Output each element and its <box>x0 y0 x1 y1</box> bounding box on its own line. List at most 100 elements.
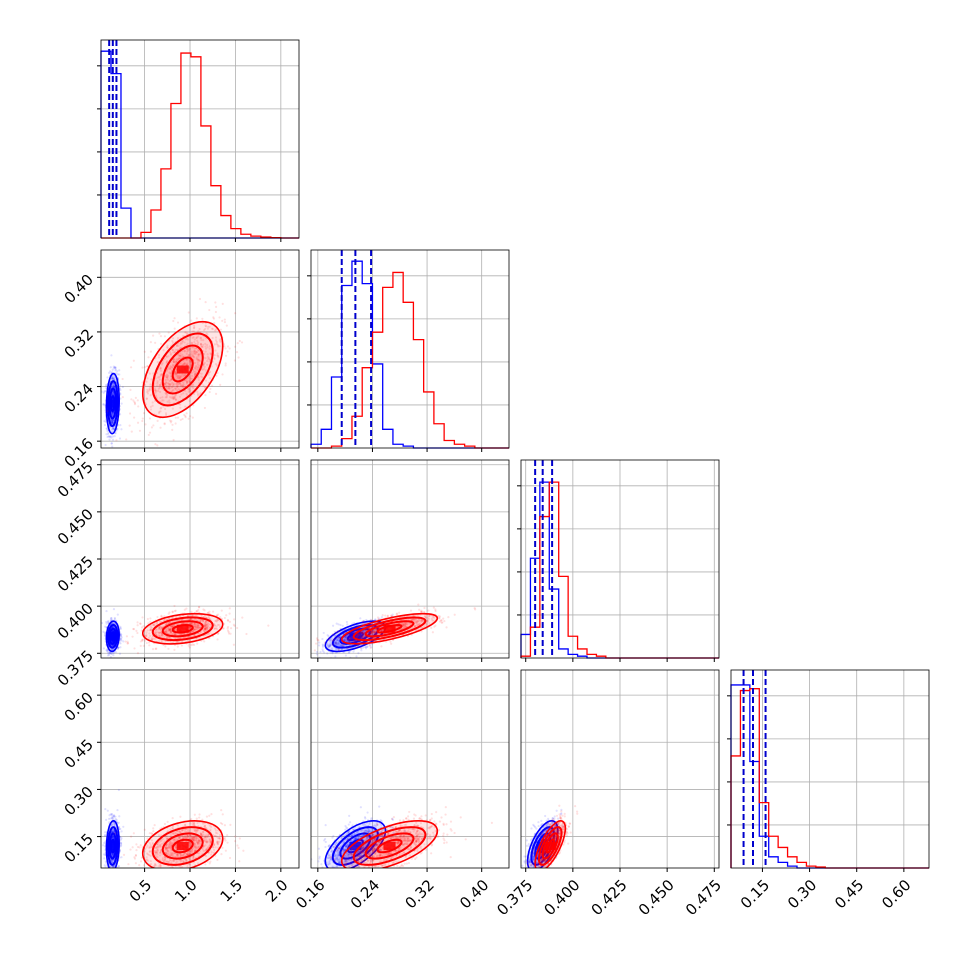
sample-point <box>225 364 227 366</box>
sample-point <box>113 608 115 610</box>
sample-point <box>233 644 235 646</box>
sample-point <box>188 645 190 647</box>
sample-point <box>189 415 191 417</box>
sample-point <box>144 366 146 368</box>
sample-point <box>137 652 139 654</box>
sample-point <box>160 343 162 345</box>
sample-point <box>177 646 179 648</box>
sample-point <box>156 616 158 618</box>
sample-point <box>215 306 217 308</box>
sample-point <box>335 642 337 644</box>
sample-point <box>130 398 132 400</box>
sample-point <box>167 648 169 650</box>
sample-point <box>170 420 172 422</box>
sample-point <box>122 378 124 380</box>
sample-point <box>173 605 175 607</box>
density-peak <box>107 400 119 408</box>
sample-point <box>345 654 347 656</box>
panel-content <box>101 298 243 466</box>
sample-point <box>229 621 231 623</box>
sample-point <box>151 426 153 428</box>
sample-point <box>105 384 107 386</box>
sample-point <box>137 405 139 407</box>
sample-point <box>337 630 339 632</box>
sample-point <box>171 424 173 426</box>
sample-point <box>120 428 122 430</box>
sample-point <box>105 610 107 612</box>
sample-point <box>127 642 129 644</box>
sample-point <box>119 437 121 439</box>
sample-point <box>237 356 239 358</box>
sample-point <box>332 625 334 627</box>
sample-point <box>229 613 231 615</box>
sample-point <box>267 625 269 627</box>
sample-point <box>237 342 239 344</box>
sample-point <box>168 331 170 333</box>
sample-point <box>120 627 122 629</box>
sample-point <box>142 417 144 419</box>
sample-point <box>110 354 112 356</box>
sample-point <box>224 617 226 619</box>
sample-point <box>114 367 116 369</box>
sample-point <box>221 373 223 375</box>
sample-point <box>149 432 151 434</box>
sample-point <box>417 604 419 606</box>
sample-point <box>144 423 146 425</box>
sample-point <box>110 442 112 444</box>
sample-point <box>164 645 166 647</box>
sample-point <box>319 651 321 653</box>
sample-point <box>177 321 179 323</box>
sample-point <box>218 316 220 318</box>
sample-point <box>141 420 143 422</box>
panel-2-1 <box>311 460 509 662</box>
sample-point <box>108 659 110 661</box>
sample-point <box>355 655 357 657</box>
sample-point <box>245 633 247 635</box>
sample-point <box>346 621 348 623</box>
sample-point <box>146 642 148 644</box>
sample-point <box>226 325 228 327</box>
sample-point <box>131 431 133 433</box>
sample-point <box>134 403 136 405</box>
sample-point <box>129 425 131 427</box>
sample-point <box>141 616 143 618</box>
sample-point <box>229 633 231 635</box>
sample-point <box>209 388 211 390</box>
sample-point <box>106 376 108 378</box>
sample-point <box>152 334 154 336</box>
sample-point <box>158 332 160 334</box>
sample-point <box>316 653 318 655</box>
sample-point <box>323 632 325 634</box>
sample-point <box>119 646 121 648</box>
sample-point <box>117 373 119 375</box>
sample-point <box>118 369 120 371</box>
sample-point <box>226 350 228 352</box>
sample-point <box>173 439 175 441</box>
sample-point <box>102 403 104 405</box>
sample-point <box>207 612 209 614</box>
sample-point <box>142 625 144 627</box>
sample-point <box>219 384 221 386</box>
sample-point <box>122 640 124 642</box>
sample-point <box>133 647 135 649</box>
sample-point <box>228 631 230 633</box>
sample-point <box>221 610 223 612</box>
sample-point <box>156 444 158 446</box>
sample-point <box>150 341 152 343</box>
sample-point <box>198 606 200 608</box>
sample-point <box>443 620 445 622</box>
sample-point <box>146 365 148 367</box>
sample-point <box>152 648 154 650</box>
sample-point <box>105 623 107 625</box>
sample-point <box>427 609 429 611</box>
sample-point <box>322 646 324 648</box>
sample-point <box>137 624 139 626</box>
sample-point <box>185 608 187 610</box>
sample-point <box>122 386 124 388</box>
sample-point <box>339 624 341 626</box>
sample-point <box>148 641 150 643</box>
sample-point <box>389 641 391 643</box>
sample-point <box>175 417 177 419</box>
sample-point <box>148 644 150 646</box>
sample-point <box>342 625 344 627</box>
